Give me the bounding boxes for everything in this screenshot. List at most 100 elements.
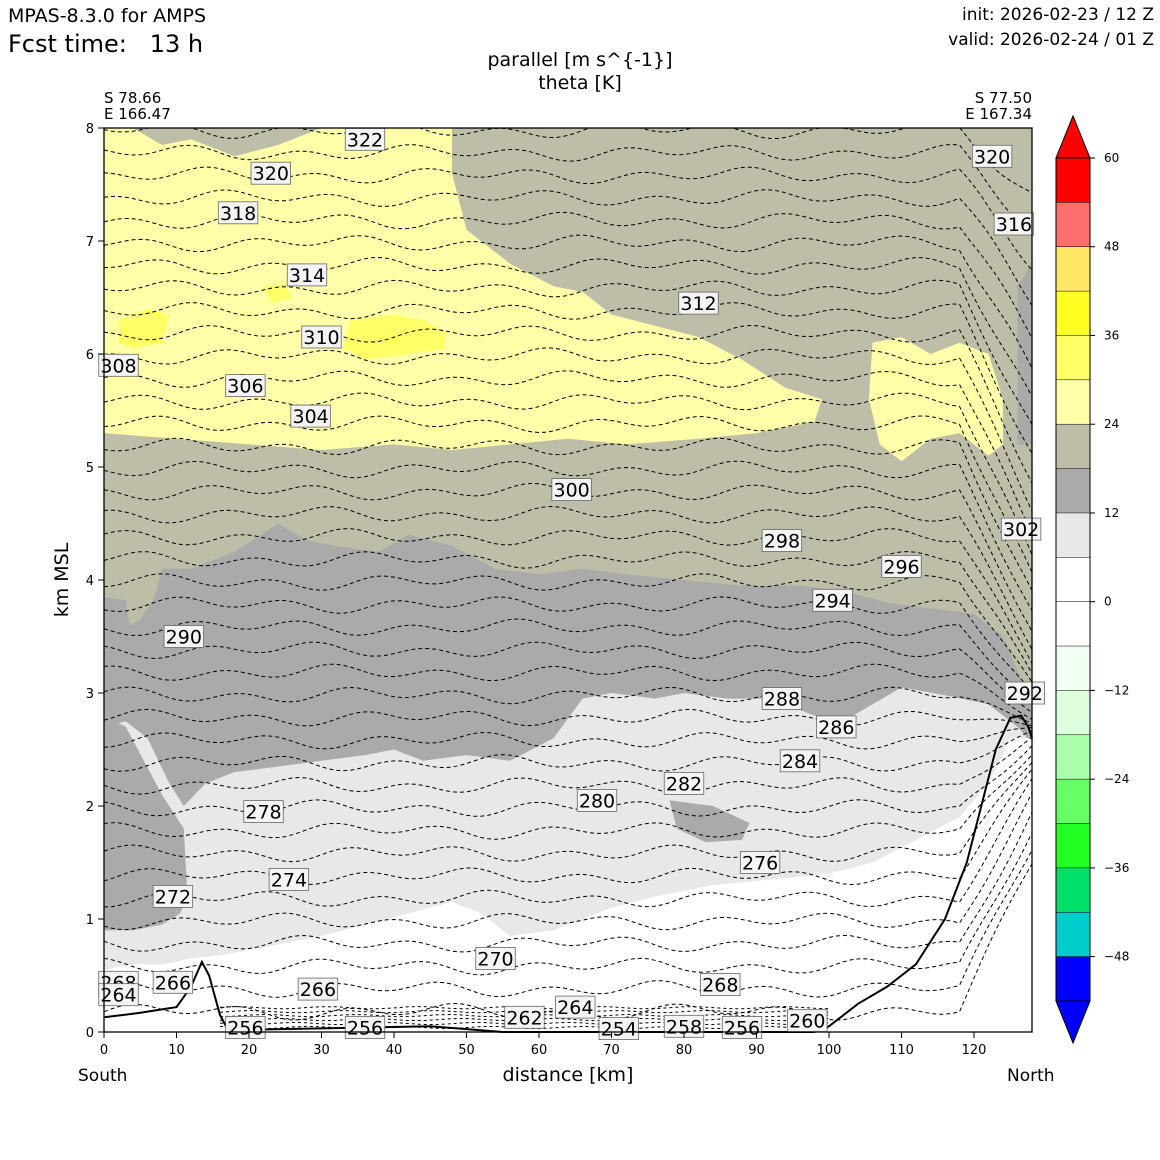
colorbar-tick-label: 12 [1104, 506, 1119, 520]
theta-label-box [152, 885, 194, 908]
theta-label-box [812, 588, 853, 612]
colorbar: 60 48 36 24 12 0 −12 −24 −36 −48 [1055, 114, 1129, 1045]
theta-label-text: 262 [506, 1007, 542, 1029]
y-tick-label: 1 [86, 913, 94, 928]
theta-label-text: 312 [680, 293, 716, 315]
theta-label-box [761, 529, 803, 552]
wind-region-olive-top [133, 128, 322, 157]
y-tick-label: 3 [86, 687, 94, 702]
theta-contour-line [104, 761, 1032, 863]
theta-label-text: 294 [814, 590, 850, 612]
colorbar-segment [1056, 424, 1090, 470]
theta-label: 292 [1004, 681, 1045, 705]
y-tick-label: 4 [86, 574, 94, 589]
theta-label: 270 [475, 947, 516, 971]
theta-label-text: 264 [100, 985, 136, 1007]
colorbar-segment [1056, 335, 1090, 381]
colorbar-segment [1056, 557, 1090, 603]
theta-label-text: 270 [477, 949, 513, 971]
theta-label-box [598, 1017, 639, 1040]
theta-label-box [290, 404, 331, 428]
theta-label-text: 290 [166, 627, 202, 649]
theta-label-box [779, 749, 821, 773]
theta-contour-line [104, 686, 1032, 724]
theta-label-text: 296 [883, 556, 919, 578]
colorbar-tick-label: −12 [1104, 683, 1129, 697]
theta-label-text: 256 [227, 1018, 263, 1040]
theta-label-box [225, 374, 266, 398]
theta-contour-line [104, 811, 1032, 953]
theta-label-box [555, 995, 596, 1019]
theta-label-box [881, 555, 922, 578]
x-axis-label: distance [km] [502, 1064, 634, 1086]
theta-label: 264 [98, 983, 139, 1007]
colorbar-segment [1056, 246, 1090, 292]
theta-label: 256 [225, 1016, 266, 1040]
y-tick-label: 5 [86, 461, 94, 476]
theta-label-text: 256 [724, 1018, 760, 1040]
theta-contour-line [104, 745, 1032, 817]
theta-label-text: 284 [782, 751, 818, 773]
theta-label: 298 [761, 529, 803, 553]
theta-label-text: 260 [789, 1011, 825, 1033]
theta-label: 276 [739, 851, 781, 875]
theta-label-text: 318 [220, 203, 256, 225]
theta-label: 264 [555, 995, 596, 1019]
theta-label-box [971, 144, 1013, 168]
colorbar-segment [1056, 690, 1090, 736]
y-tick-label: 8 [86, 122, 94, 137]
theta-label-box [1004, 681, 1045, 705]
theta-label-text: 322 [347, 129, 383, 151]
init-time: init: 2026-02-23 / 12 Z [961, 5, 1154, 25]
theta-label-text: 278 [245, 802, 281, 824]
theta-label-text: 266 [155, 972, 191, 994]
y-tick-label: 6 [86, 348, 94, 363]
theta-label: 254 [598, 1017, 639, 1041]
colorbar-segment [1056, 956, 1090, 1002]
theta-label-text: 288 [764, 689, 800, 711]
left-end-longitude: E 166.47 [104, 105, 171, 123]
x-tick-label: 80 [676, 1043, 693, 1058]
theta-label-box [286, 263, 328, 287]
theta-contour-line [104, 641, 1032, 713]
chart-title-variable: parallel [m s^{-1}] [487, 49, 673, 71]
theta-label-box [163, 625, 204, 648]
theta-label-text: 282 [666, 773, 702, 795]
x-tick-label: 60 [531, 1043, 548, 1058]
theta-label-text: 314 [289, 265, 325, 287]
theta-label: 256 [344, 1016, 386, 1040]
theta-label-box [504, 1005, 545, 1029]
chart-title-contour: theta [K] [538, 72, 622, 94]
x-axis: 0 10 20 30 40 50 60 70 80 90 100 110 120 [100, 1032, 986, 1058]
colorbar-segment [1056, 601, 1090, 647]
theta-label: 284 [779, 749, 821, 773]
theta-label-text: 308 [100, 355, 136, 377]
theta-label: 286 [816, 715, 857, 739]
theta-label: 310 [301, 325, 342, 349]
y-axis: 0 1 2 3 4 5 6 7 8 [86, 122, 104, 1041]
y-axis-label: km MSL [51, 542, 73, 618]
theta-label-box [98, 353, 139, 377]
x-tick-label: 30 [313, 1043, 330, 1058]
theta-label-box [993, 212, 1035, 236]
wind-region-dark-gray-blob [669, 800, 750, 843]
colorbar-tick-label: −48 [1104, 950, 1129, 964]
theta-label-box [663, 772, 705, 795]
colorbar-segment [1056, 202, 1090, 248]
theta-contour-line [104, 792, 1032, 931]
theta-label-text: 316 [996, 214, 1032, 236]
theta-contour-line [104, 730, 1032, 772]
theta-label-text: 310 [303, 327, 339, 349]
colorbar-segment [1056, 867, 1090, 913]
theta-label-box [250, 161, 291, 185]
theta-label: 312 [678, 291, 719, 315]
model-title: MPAS-8.3.0 for AMPS [8, 5, 207, 27]
wind-region-pale-yellow-north [868, 337, 1003, 462]
theta-label: 268 [700, 973, 741, 997]
theta-label-text: 254 [601, 1019, 637, 1041]
theta-label-box [297, 977, 339, 1001]
theta-label: 320 [971, 144, 1013, 168]
colorbar-segment [1056, 823, 1090, 869]
theta-label: 318 [217, 201, 259, 225]
